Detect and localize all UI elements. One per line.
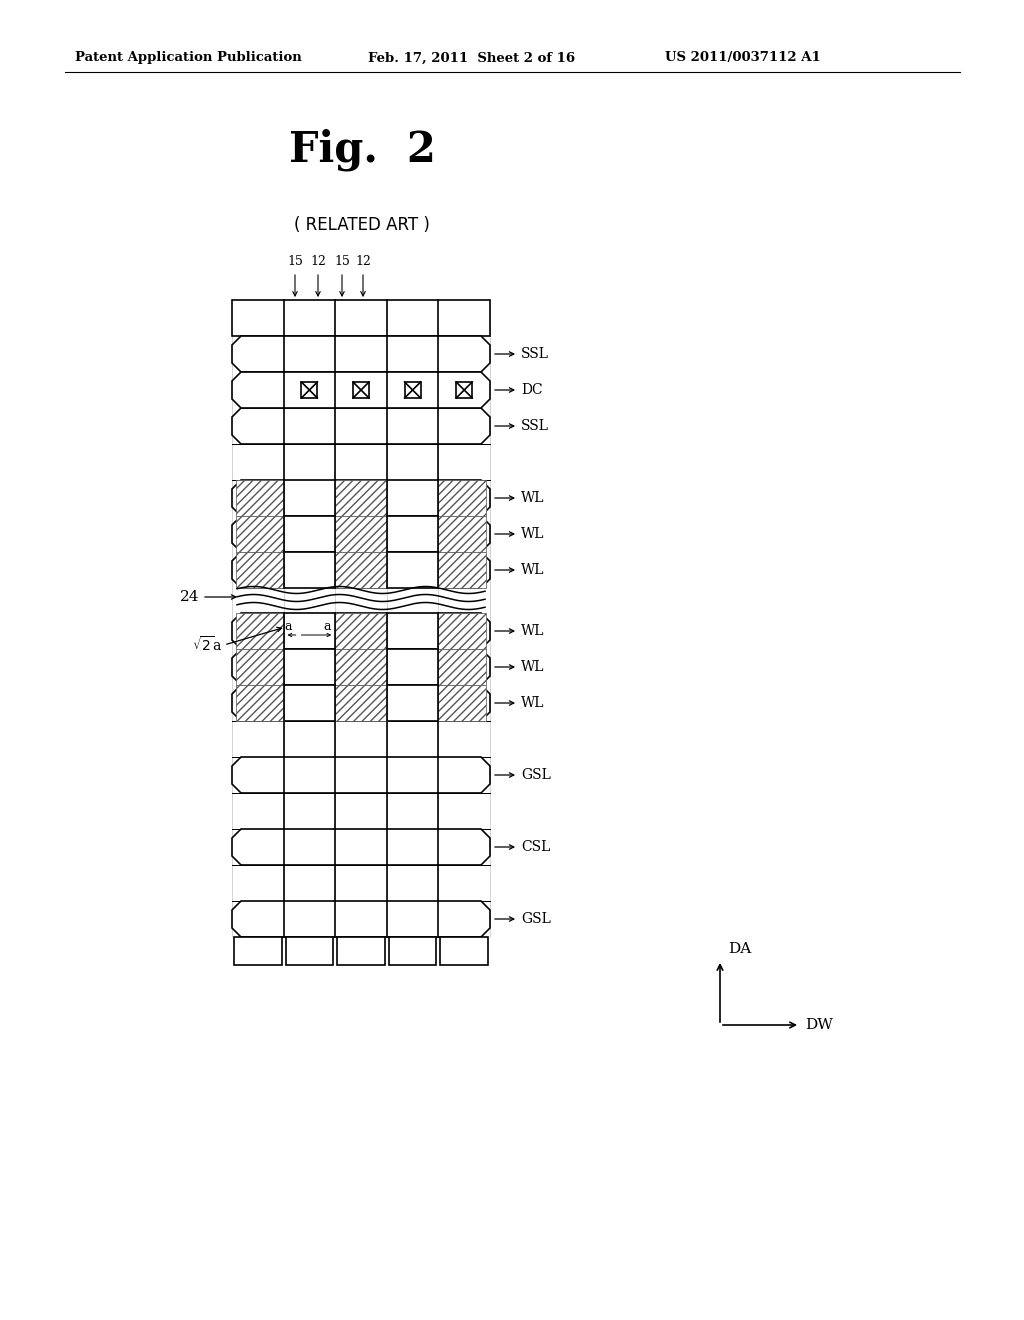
Text: SSL: SSL xyxy=(521,347,549,360)
Bar xyxy=(236,516,284,552)
Bar xyxy=(404,381,421,399)
Bar xyxy=(236,685,284,721)
Polygon shape xyxy=(232,337,490,372)
Bar xyxy=(234,937,282,965)
Bar xyxy=(389,937,436,965)
Polygon shape xyxy=(232,552,490,587)
Polygon shape xyxy=(232,480,490,516)
Bar xyxy=(438,649,486,685)
Bar xyxy=(335,649,387,685)
Text: WL: WL xyxy=(521,696,545,710)
Text: DC: DC xyxy=(521,383,543,397)
Text: WL: WL xyxy=(521,527,545,541)
Text: a: a xyxy=(285,620,292,634)
Bar xyxy=(286,937,333,965)
Text: DA: DA xyxy=(728,942,752,956)
Text: US 2011/0037112 A1: US 2011/0037112 A1 xyxy=(665,51,821,65)
Polygon shape xyxy=(232,516,490,552)
Bar xyxy=(438,516,486,552)
Bar xyxy=(232,300,490,337)
Text: 12: 12 xyxy=(355,255,371,268)
Text: 24: 24 xyxy=(179,590,199,605)
Text: Fig.  2: Fig. 2 xyxy=(289,129,435,172)
Polygon shape xyxy=(232,408,490,444)
Bar xyxy=(301,381,317,399)
Polygon shape xyxy=(232,685,490,721)
Text: WL: WL xyxy=(521,491,545,506)
Bar xyxy=(335,612,387,649)
Text: a: a xyxy=(324,620,331,634)
Polygon shape xyxy=(232,829,490,865)
Text: $\sqrt{2}$a: $\sqrt{2}$a xyxy=(191,635,222,655)
Text: Patent Application Publication: Patent Application Publication xyxy=(75,51,302,65)
Polygon shape xyxy=(232,649,490,685)
Polygon shape xyxy=(232,372,490,408)
Bar xyxy=(335,685,387,721)
Text: 15: 15 xyxy=(334,255,350,268)
Polygon shape xyxy=(232,756,490,793)
Bar xyxy=(438,685,486,721)
Bar xyxy=(438,480,486,516)
Text: Feb. 17, 2011  Sheet 2 of 16: Feb. 17, 2011 Sheet 2 of 16 xyxy=(368,51,575,65)
Bar xyxy=(236,552,284,587)
Bar xyxy=(440,937,488,965)
Text: GSL: GSL xyxy=(521,768,551,781)
Text: WL: WL xyxy=(521,624,545,638)
Text: DW: DW xyxy=(805,1018,833,1032)
Polygon shape xyxy=(232,612,490,649)
Bar xyxy=(337,937,385,965)
Text: WL: WL xyxy=(521,660,545,675)
Text: GSL: GSL xyxy=(521,912,551,927)
Bar xyxy=(236,480,284,516)
Bar xyxy=(353,381,369,399)
Polygon shape xyxy=(232,902,490,937)
Bar xyxy=(457,381,472,399)
Bar xyxy=(236,649,284,685)
Text: ( RELATED ART ): ( RELATED ART ) xyxy=(294,216,430,234)
Text: WL: WL xyxy=(521,564,545,577)
Bar xyxy=(438,552,486,587)
Bar xyxy=(335,516,387,552)
Text: 12: 12 xyxy=(310,255,326,268)
Bar xyxy=(236,612,284,649)
Text: CSL: CSL xyxy=(521,840,550,854)
Text: SSL: SSL xyxy=(521,418,549,433)
Bar xyxy=(335,552,387,587)
Text: 15: 15 xyxy=(287,255,303,268)
Bar xyxy=(335,480,387,516)
Bar xyxy=(438,612,486,649)
